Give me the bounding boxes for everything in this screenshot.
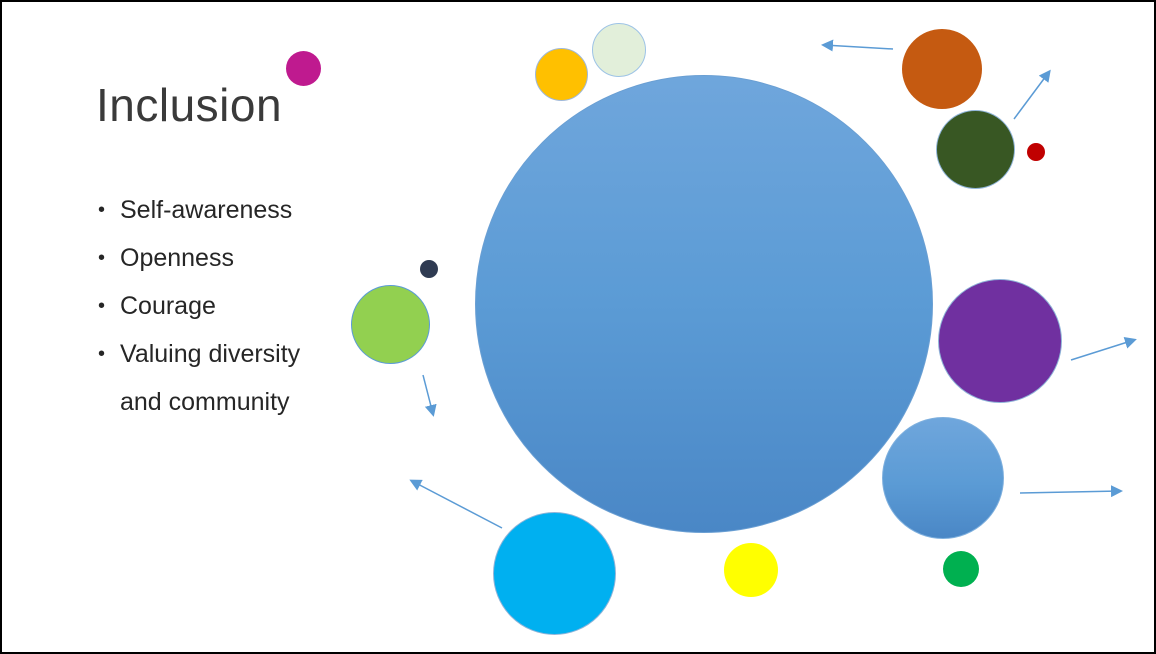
light-blue-circle: [882, 417, 1004, 539]
arrow-icon: [409, 479, 503, 529]
dark-green-circle: [936, 110, 1015, 189]
bullet-icon: •: [98, 247, 106, 269]
magenta-circle: [286, 51, 321, 86]
bullet-text: Courage: [120, 292, 216, 320]
central-circle: [475, 75, 933, 533]
bullet-item: • Courage: [98, 282, 378, 330]
purple-circle: [938, 279, 1062, 403]
bullet-item: • Self-awareness: [98, 186, 378, 234]
bullet-item: • Openness: [98, 234, 378, 282]
green-circle: [943, 551, 979, 587]
bullet-icon: •: [98, 343, 106, 365]
bullet-item: • Valuing diversity and community: [98, 330, 378, 426]
cyan-circle: [493, 512, 616, 635]
yellow-circle: [724, 543, 778, 597]
bullet-text: Self-awareness: [120, 196, 293, 224]
slide-title: Inclusion: [96, 79, 283, 131]
orange-yellow-circle: [535, 48, 588, 101]
bullet-text: Openness: [120, 244, 234, 272]
navy-circle: [420, 260, 438, 278]
lime-circle: [351, 285, 430, 364]
burnt-orange-circle: [902, 29, 982, 109]
arrow-icon: [1019, 485, 1123, 498]
pale-green-circle: [592, 23, 646, 77]
bullet-text: Valuing diversity: [120, 340, 301, 368]
red-circle: [1027, 143, 1045, 161]
bullet-icon: •: [98, 295, 106, 317]
arrow-icon: [422, 374, 437, 417]
arrow-icon: [1070, 337, 1137, 361]
arrow-icon: [1013, 69, 1051, 120]
arrow-icon: [821, 39, 894, 52]
bullet-icon: •: [98, 199, 106, 221]
bullet-text-continued: and community: [120, 388, 290, 416]
bullet-list: • Self-awareness • Openness • Courage • …: [98, 186, 378, 426]
